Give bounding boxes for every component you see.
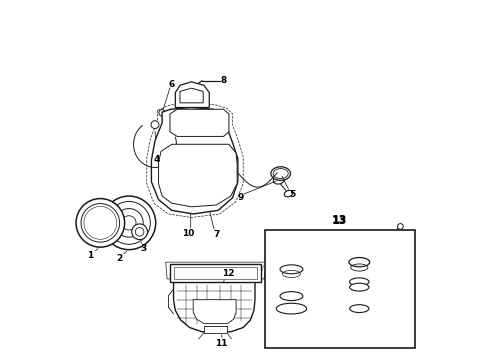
Bar [265,230,415,348]
Circle shape [187,114,207,135]
Circle shape [90,212,111,234]
Ellipse shape [280,265,303,274]
Circle shape [107,202,150,244]
Polygon shape [151,108,238,214]
Text: 6: 6 [169,81,175,90]
Ellipse shape [276,303,307,314]
Circle shape [151,121,159,129]
Circle shape [188,194,193,199]
Text: 9: 9 [238,193,244,202]
Text: 13: 13 [332,215,347,225]
Circle shape [185,190,196,202]
Circle shape [87,209,114,237]
Circle shape [132,224,147,240]
Polygon shape [170,109,229,136]
Ellipse shape [284,190,293,197]
Circle shape [196,183,223,210]
Text: 1: 1 [87,251,94,260]
Ellipse shape [350,283,369,291]
Polygon shape [180,88,203,103]
Circle shape [115,208,143,237]
Ellipse shape [350,278,369,286]
Text: 2: 2 [116,254,122,263]
Text: 10: 10 [182,229,195,238]
Text: 7: 7 [213,230,220,239]
Polygon shape [193,300,236,324]
Circle shape [81,203,120,242]
Circle shape [76,199,124,247]
Ellipse shape [350,305,369,312]
Circle shape [181,90,187,95]
Text: 12: 12 [221,269,234,278]
Ellipse shape [273,176,285,184]
Text: 4: 4 [153,155,160,164]
Circle shape [135,228,144,236]
Ellipse shape [271,167,291,180]
Text: 3: 3 [140,244,147,253]
Text: 11: 11 [216,339,228,348]
Circle shape [181,186,201,206]
Ellipse shape [349,257,369,267]
Circle shape [206,193,213,200]
Polygon shape [159,144,237,207]
Circle shape [93,215,108,231]
Circle shape [191,119,202,130]
Ellipse shape [280,292,303,301]
Text: 5: 5 [289,190,295,199]
Polygon shape [166,262,267,279]
Polygon shape [173,282,255,332]
Bar [170,264,261,282]
Polygon shape [175,82,209,108]
Circle shape [122,216,136,230]
Circle shape [84,206,117,239]
Bar [174,267,257,279]
Bar [204,327,227,333]
Text: 13: 13 [332,216,347,226]
Circle shape [200,187,218,205]
Text: 8: 8 [220,76,227,85]
Circle shape [102,196,156,249]
Circle shape [397,224,403,229]
Circle shape [159,110,165,116]
Circle shape [196,90,201,95]
